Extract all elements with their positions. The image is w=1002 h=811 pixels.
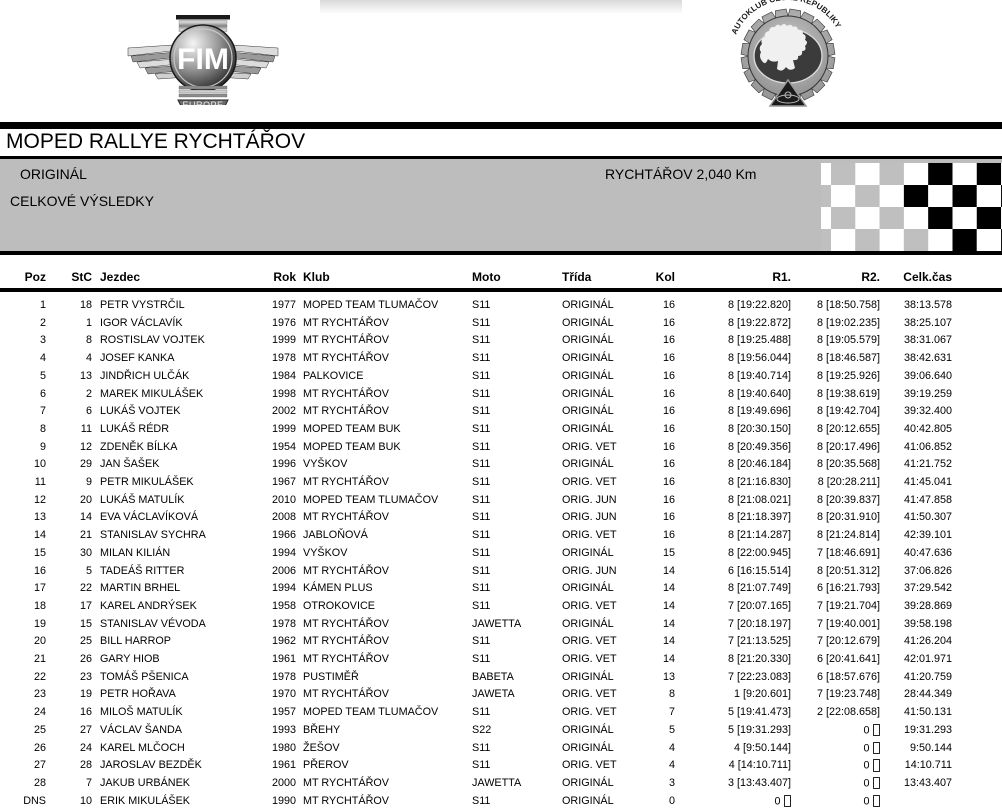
svg-text:FIM: FIM — [177, 43, 229, 76]
svg-text:EUROPE: EUROPE — [182, 100, 223, 105]
